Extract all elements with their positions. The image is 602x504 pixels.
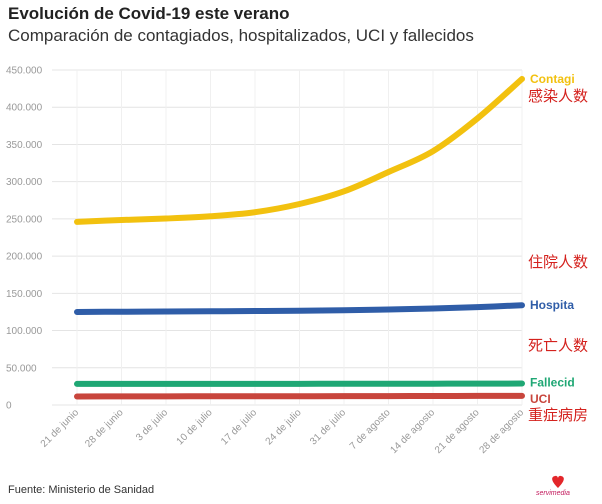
chart-subtitle: Comparación de contagiados, hospitalizad…	[8, 26, 474, 45]
series-line-hospita	[74, 302, 525, 315]
series-label: Fallecid	[530, 376, 575, 390]
x-tick-label: 14 de agosto	[388, 407, 437, 456]
chart-title: Evolución de Covid-19 este verano	[8, 4, 290, 23]
x-tick-label: 31 de julio	[308, 407, 348, 447]
y-tick-label: 450.000	[6, 66, 43, 77]
series-label: UCI	[530, 392, 551, 406]
y-tick-label: 100.000	[6, 326, 43, 337]
logo-text: servimedia	[536, 490, 570, 497]
y-tick-label: 50.000	[6, 363, 37, 374]
series-line-contagi	[74, 75, 525, 225]
annotation-label: 感染人数	[528, 87, 588, 105]
y-tick-label: 150.000	[6, 289, 43, 300]
y-tick-label: 250.000	[6, 214, 43, 225]
series-line-uci	[74, 392, 525, 400]
y-tick-label: 200.000	[6, 252, 43, 263]
x-tick-label: 17 de julio	[219, 407, 259, 447]
series-label: Hospita	[530, 298, 574, 312]
x-tick-label: 28 de agosto	[477, 407, 526, 456]
x-tick-label: 7 de agosto	[348, 407, 393, 452]
series-label: Contagi	[530, 72, 575, 86]
x-tick-label: 10 de julio	[175, 407, 215, 447]
annotation-label: 死亡人数	[528, 337, 588, 355]
x-tick-label: 28 de junio	[83, 407, 126, 450]
y-tick-label: 350.000	[6, 140, 43, 151]
y-tick-label: 400.000	[6, 103, 43, 114]
annotation-label: 重症病房	[528, 406, 588, 424]
x-tick-label: 21 de junio	[39, 407, 82, 450]
y-tick-label: 300.000	[6, 177, 43, 188]
annotation-label: 住院人数	[528, 253, 588, 271]
x-tick-label: 24 de julio	[264, 407, 304, 447]
x-tick-label: 21 de agosto	[433, 407, 482, 456]
y-tick-label: 0	[6, 401, 12, 412]
servimedia-logo-icon	[552, 475, 564, 488]
source-note: Fuente: Ministerio de Sanidad	[8, 484, 155, 496]
x-tick-label: 3 de julio	[134, 407, 170, 443]
